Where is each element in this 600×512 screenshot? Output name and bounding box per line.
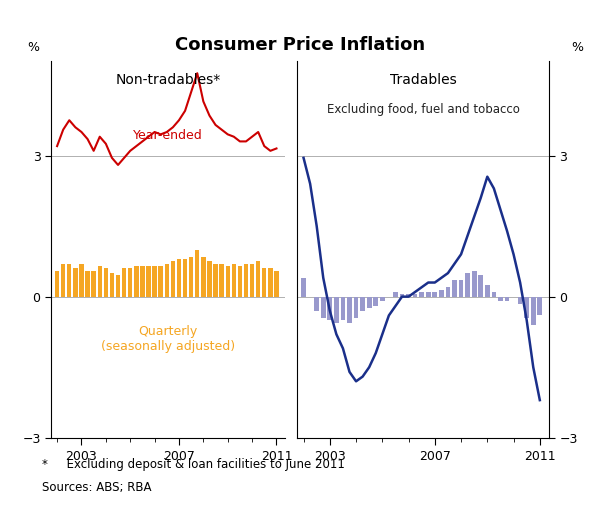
Bar	[341, 296, 345, 320]
Bar	[201, 257, 206, 296]
Text: Sources: ABS; RBA: Sources: ABS; RBA	[42, 481, 151, 494]
Bar	[98, 266, 102, 296]
Bar	[452, 280, 457, 296]
Bar	[79, 264, 83, 296]
Bar	[244, 264, 248, 296]
Bar	[413, 294, 418, 296]
Bar	[110, 273, 114, 296]
Bar	[373, 296, 378, 306]
Bar	[73, 268, 77, 296]
Bar	[334, 296, 339, 323]
Bar	[189, 257, 193, 296]
Bar	[531, 296, 536, 325]
Bar	[321, 296, 326, 318]
Text: *     Excluding deposit & loan facilities to June 2011: * Excluding deposit & loan facilities to…	[42, 458, 345, 471]
Bar	[61, 264, 65, 296]
Bar	[518, 296, 523, 304]
Text: Excluding food, fuel and tobacco: Excluding food, fuel and tobacco	[326, 103, 520, 116]
Bar	[214, 264, 218, 296]
Bar	[353, 296, 358, 318]
Text: Non-tradables*: Non-tradables*	[115, 73, 221, 87]
Bar	[262, 268, 266, 296]
Bar	[393, 292, 398, 296]
Bar	[485, 285, 490, 296]
Bar	[498, 296, 503, 302]
Bar	[122, 268, 127, 296]
Bar	[146, 266, 151, 296]
Bar	[152, 266, 157, 296]
Bar	[538, 296, 542, 315]
Bar	[268, 268, 272, 296]
Bar	[505, 296, 509, 302]
Bar	[400, 294, 404, 296]
Bar	[85, 271, 90, 296]
Bar	[116, 275, 120, 296]
Bar	[472, 271, 476, 296]
Bar	[360, 296, 365, 311]
Bar	[426, 292, 431, 296]
Bar	[433, 292, 437, 296]
Bar	[446, 287, 450, 296]
Bar	[91, 271, 96, 296]
Bar	[232, 264, 236, 296]
Bar	[367, 296, 371, 308]
Text: Consumer Price Inflation: Consumer Price Inflation	[175, 36, 425, 54]
Text: %: %	[28, 41, 40, 54]
Text: Year-ended: Year-ended	[133, 129, 203, 142]
Bar	[170, 261, 175, 296]
Text: %: %	[572, 41, 584, 54]
Bar	[328, 296, 332, 320]
Bar	[158, 266, 163, 296]
Bar	[164, 264, 169, 296]
Bar	[274, 271, 278, 296]
Bar	[256, 261, 260, 296]
Bar	[220, 264, 224, 296]
Bar	[207, 261, 212, 296]
Bar	[67, 264, 71, 296]
Bar	[439, 290, 444, 296]
Bar	[104, 268, 108, 296]
Bar	[134, 266, 139, 296]
Text: Tradables: Tradables	[389, 73, 457, 87]
Bar	[458, 280, 463, 296]
Bar	[140, 266, 145, 296]
Bar	[524, 296, 529, 318]
Bar	[250, 264, 254, 296]
Bar	[406, 294, 411, 296]
Bar	[491, 292, 496, 296]
Bar	[301, 278, 306, 296]
Bar	[183, 259, 187, 296]
Bar	[465, 273, 470, 296]
Bar	[195, 249, 199, 296]
Bar	[347, 296, 352, 323]
Bar	[128, 268, 133, 296]
Bar	[226, 266, 230, 296]
Bar	[55, 271, 59, 296]
Text: Quarterly
(seasonally adjusted): Quarterly (seasonally adjusted)	[101, 325, 235, 353]
Bar	[238, 266, 242, 296]
Bar	[478, 275, 483, 296]
Bar	[177, 259, 181, 296]
Bar	[314, 296, 319, 311]
Bar	[380, 296, 385, 302]
Bar	[419, 292, 424, 296]
